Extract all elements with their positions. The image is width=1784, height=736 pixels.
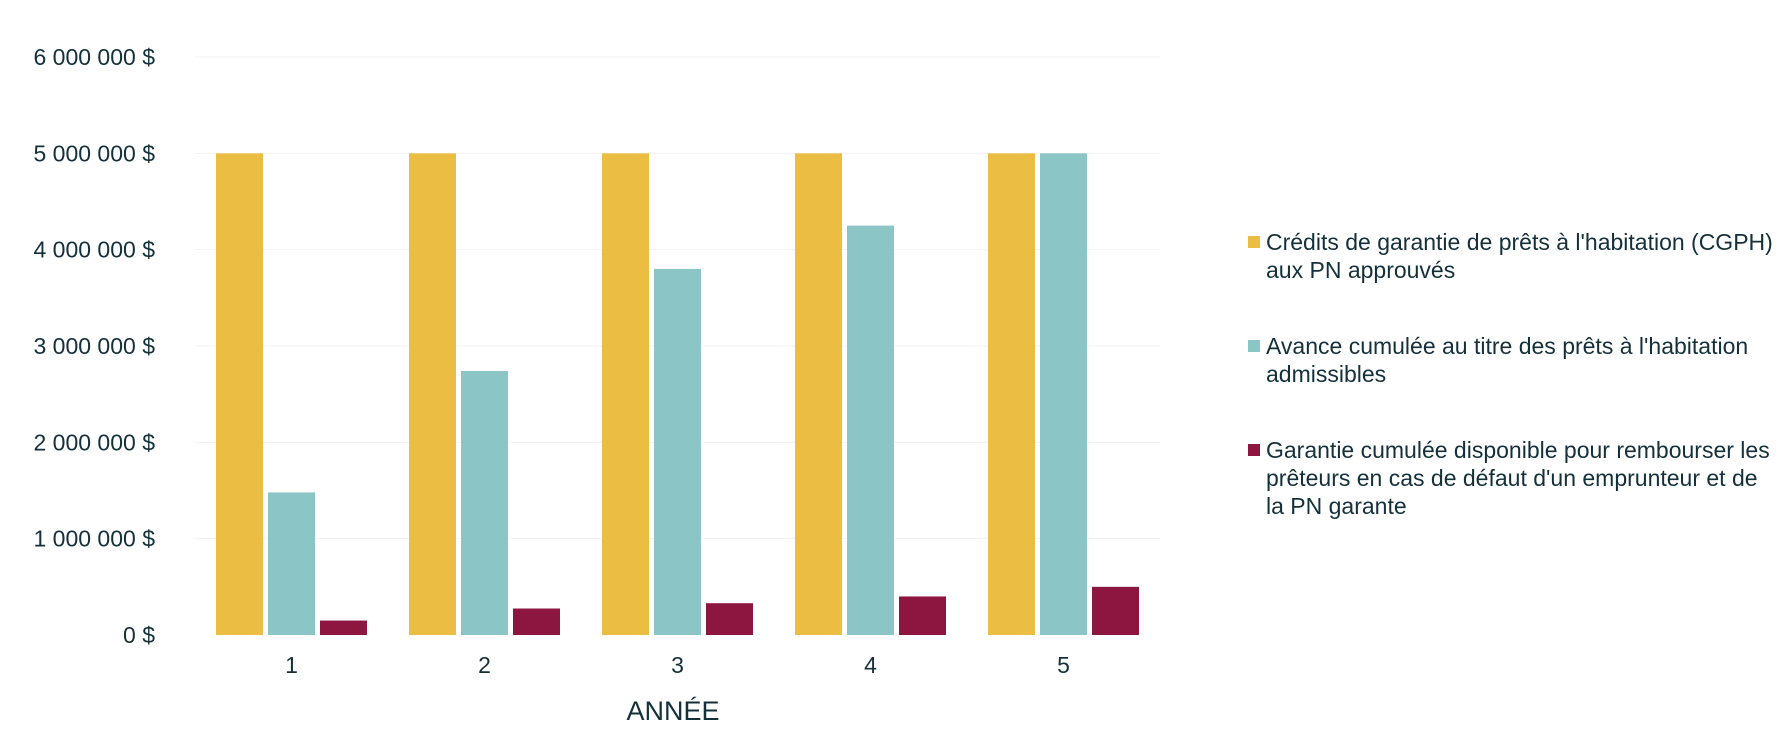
bar-garantie [1092,586,1139,635]
bar-cgph [216,153,263,636]
bar-avance [654,268,701,635]
y-axis-ticks: 0 $ 1 000 000 $ 2 000 000 $ 3 000 000 $ 4 00… [33,44,155,648]
y-tick-label: 5 000 000 $ [33,140,155,166]
bar-avance [461,371,508,635]
bar-cgph [602,153,649,636]
legend-item-avance: Avance cumulée au titre des prêts à l'ha… [1248,332,1778,388]
x-tick-label: 1 [285,652,298,678]
bar-garantie [320,620,367,635]
bar-avance [1040,153,1087,636]
y-tick-label: 0 $ [123,622,155,648]
legend: Crédits de garantie de prêts à l'habitat… [1248,228,1778,520]
bar-cgph [988,153,1035,636]
bar-garantie [706,603,753,635]
legend-swatch-avance [1248,340,1260,352]
y-tick-label: 2 000 000 $ [33,429,155,455]
y-tick-label: 1 000 000 $ [33,526,155,552]
legend-item-garantie: Garantie cumulée disponible pour rembour… [1248,436,1778,520]
y-tick-label: 6 000 000 $ [33,44,155,70]
legend-swatch-cgph [1248,236,1260,248]
legend-label-garantie: Garantie cumulée disponible pour rembour… [1266,437,1770,519]
legend-label-avance: Avance cumulée au titre des prêts à l'ha… [1266,333,1749,387]
x-tick-label: 3 [671,652,684,678]
bar-garantie [899,596,946,635]
x-tick-label: 4 [864,652,877,678]
bar-avance [268,492,315,635]
y-tick-label: 3 000 000 $ [33,333,155,359]
bar-cgph [795,153,842,636]
x-axis-ticks: 1 2 3 4 5 [285,652,1070,678]
x-axis-title: ANNÉE [626,696,719,726]
bar-avance [847,225,894,636]
bar-garantie [513,608,560,635]
bar-cgph [409,153,456,636]
legend-label-cgph: Crédits de garantie de prêts à l'habitat… [1266,229,1773,283]
legend-item-cgph: Crédits de garantie de prêts à l'habitat… [1248,228,1778,284]
x-tick-label: 2 [478,652,491,678]
x-tick-label: 5 [1057,652,1070,678]
y-tick-label: 4 000 000 $ [33,237,155,263]
legend-swatch-garantie [1248,444,1260,456]
bars [216,153,1139,636]
